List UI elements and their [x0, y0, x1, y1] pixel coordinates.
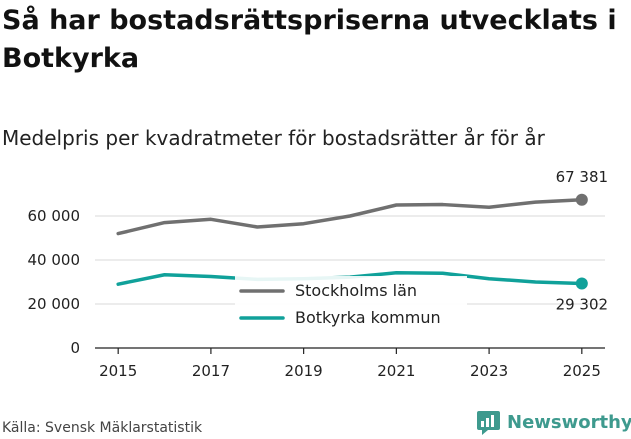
legend: Stockholms län Botkyrka kommun [235, 276, 467, 334]
end-labels: 67 381 29 302 [556, 168, 609, 314]
series-end-marker [575, 193, 588, 206]
y-tick-label: 60 000 [28, 207, 81, 225]
series-line-0 [116, 198, 584, 236]
legend-label: Stockholms län [295, 281, 417, 300]
brand-logo[interactable]: Newsworthy [476, 409, 631, 436]
legend-box [235, 276, 467, 334]
x-tick-label: 2025 [563, 362, 601, 380]
end-value-label: 29 302 [556, 296, 609, 314]
y-tick-label: 0 [70, 339, 80, 357]
brand-name: Newsworthy [507, 412, 631, 433]
x-tick-label: 2017 [192, 362, 230, 380]
x-tick-label: 2021 [377, 362, 415, 380]
legend-label: Botkyrka kommun [295, 308, 441, 327]
chart-title: Så har bostadsrättspriserna utvecklats i… [2, 5, 617, 74]
axes: 0 20 000 40 000 60 000 2015 2017 2019 2021 2023 2… [28, 207, 605, 380]
y-tick-label: 40 000 [28, 251, 81, 269]
series-end-marker [575, 277, 588, 290]
chart-subtitle: Medelpris per kvadratmeter för bostadsrä… [2, 126, 545, 150]
y-tick-label: 20 000 [28, 295, 81, 313]
end-value-label: 67 381 [556, 168, 609, 186]
source-note: Källa: Svensk Mäklarstatistik [2, 420, 203, 436]
x-tick-label: 2015 [99, 362, 137, 380]
x-tick-label: 2019 [285, 362, 323, 380]
line-chart: 0 20 000 40 000 60 000 2015 2017 2019 2021 2023 2… [28, 168, 609, 380]
newsworthy-logo-icon [477, 411, 500, 435]
x-tick-label: 2023 [470, 362, 508, 380]
series-lines [116, 193, 588, 290]
